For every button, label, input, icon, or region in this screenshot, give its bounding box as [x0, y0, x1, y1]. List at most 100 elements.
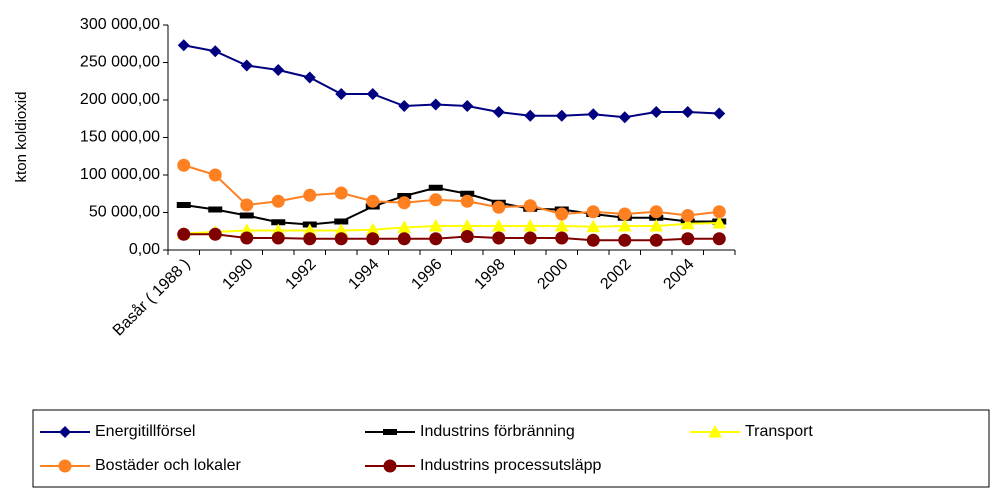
- data-point: [335, 88, 348, 100]
- data-point: [713, 107, 726, 120]
- data-point: [366, 232, 380, 246]
- legend-marker: [383, 429, 397, 435]
- y-tick-label: 100 000,00: [80, 166, 160, 183]
- x-tick-label: 2000: [534, 256, 571, 293]
- data-point: [428, 218, 443, 232]
- data-point: [397, 232, 411, 246]
- series-line: [183, 186, 720, 226]
- data-point: [618, 233, 632, 247]
- data-point: [492, 231, 506, 245]
- data-point: [712, 232, 726, 246]
- data-point: [555, 109, 568, 122]
- y-axis-label: kton koldioxid: [13, 92, 30, 183]
- x-tick-label: 1992: [282, 256, 319, 293]
- data-point: [271, 231, 285, 245]
- legend-marker: [59, 426, 71, 438]
- x-tick-label: 2004: [660, 256, 697, 293]
- legend-box: [32, 409, 990, 488]
- series-line: [183, 44, 720, 119]
- data-point: [460, 190, 475, 197]
- data-point: [681, 209, 695, 222]
- data-point: [617, 218, 632, 232]
- data-point: [681, 106, 694, 118]
- data-point: [334, 232, 348, 246]
- data-point: [586, 233, 600, 247]
- data-point: [366, 194, 380, 208]
- data-point: [240, 231, 254, 245]
- data-point: [680, 216, 695, 230]
- y-tick-label: 200 000,00: [80, 91, 160, 108]
- x-tick-label: 1990: [219, 256, 256, 293]
- data-point: [239, 212, 254, 219]
- data-point: [334, 186, 348, 200]
- data-point: [398, 100, 411, 112]
- data-point: [523, 199, 537, 213]
- data-point: [208, 168, 222, 182]
- data-point: [209, 45, 222, 58]
- legend-label: Energitillförsel: [95, 423, 195, 440]
- data-point: [523, 231, 537, 245]
- data-point: [712, 205, 726, 219]
- data-point: [461, 100, 474, 112]
- data-point: [524, 109, 537, 122]
- x-tick-label: 1998: [471, 256, 508, 293]
- data-point: [712, 215, 727, 229]
- data-point: [208, 206, 223, 213]
- x-tick-label: 2002: [597, 256, 634, 293]
- data-point: [492, 200, 506, 214]
- data-point: [650, 106, 663, 118]
- data-point: [649, 218, 664, 232]
- data-point: [586, 205, 600, 219]
- data-point: [429, 98, 442, 111]
- data-point: [271, 194, 285, 208]
- data-point: [523, 218, 538, 232]
- data-point: [649, 233, 663, 247]
- data-point: [587, 108, 600, 121]
- data-point: [428, 184, 443, 191]
- data-point: [555, 231, 569, 245]
- data-point: [649, 205, 663, 219]
- legend-marker: [383, 459, 397, 473]
- data-point: [208, 227, 222, 241]
- data-point: [618, 111, 631, 124]
- data-point: [271, 219, 286, 226]
- legend-marker: [708, 424, 722, 438]
- data-point: [586, 219, 601, 233]
- legend-label: Industrins processutsläpp: [420, 457, 602, 474]
- data-point: [429, 193, 443, 207]
- x-tick-label: 1994: [345, 256, 382, 293]
- data-point: [555, 207, 569, 221]
- data-point: [303, 232, 317, 246]
- data-point: [177, 39, 190, 52]
- data-point: [240, 59, 253, 72]
- data-point: [397, 196, 411, 210]
- data-point: [366, 88, 379, 100]
- y-tick-label: 50 000,00: [89, 204, 160, 221]
- data-point: [554, 218, 569, 232]
- data-point: [460, 194, 474, 208]
- data-point: [491, 218, 506, 232]
- data-point: [240, 198, 254, 212]
- x-tick-label: Basår ( 1988 ): [109, 255, 193, 339]
- data-point: [681, 232, 695, 246]
- data-point: [460, 230, 474, 243]
- data-point: [303, 188, 317, 202]
- data-point: [397, 193, 412, 199]
- legend-label: Transport: [745, 423, 813, 440]
- y-tick-label: 150 000,00: [80, 129, 160, 146]
- legend-label: Industrins förbränning: [420, 423, 575, 440]
- y-tick-label: 250 000,00: [80, 54, 160, 71]
- legend-marker: [58, 459, 72, 473]
- data-point: [176, 202, 191, 208]
- data-point: [177, 158, 191, 172]
- data-point: [272, 64, 285, 76]
- data-point: [492, 106, 505, 118]
- data-point: [177, 227, 191, 241]
- x-tick-label: 1996: [408, 256, 445, 293]
- series-line: [183, 233, 720, 242]
- y-tick-label: 300 000,00: [80, 16, 160, 33]
- series-line: [183, 222, 720, 235]
- data-point: [303, 71, 316, 84]
- data-point: [618, 207, 632, 221]
